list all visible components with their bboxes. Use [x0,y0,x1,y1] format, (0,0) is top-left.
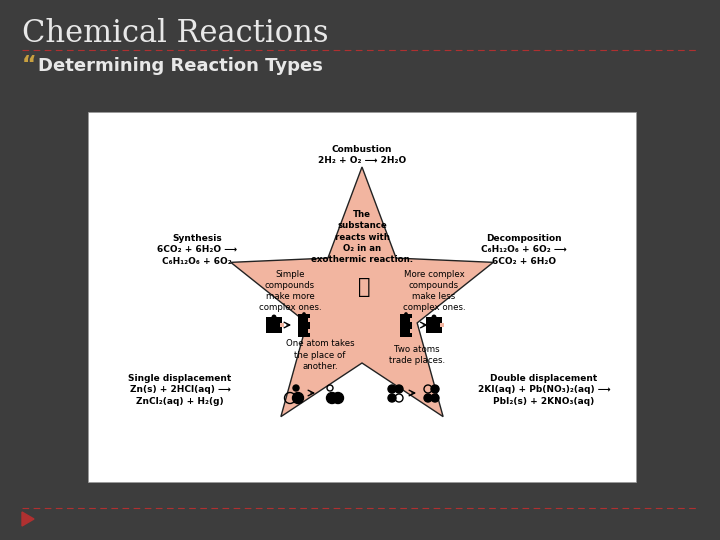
Text: One atom takes
the place of
another.: One atom takes the place of another. [286,340,354,370]
Text: Two atoms
trade places.: Two atoms trade places. [389,345,445,365]
Bar [400,325,412,337]
Circle shape [424,394,432,402]
Polygon shape [22,512,34,526]
Circle shape [388,394,396,402]
Text: Simple
compounds
make more
complex ones.: Simple compounds make more complex ones. [258,270,321,312]
Text: Chemical Reactions: Chemical Reactions [22,18,328,49]
Text: Decomposition
C₆H₁₂O₆ + 6O₂ ⟶
6CO₂ + 6H₂O: Decomposition C₆H₁₂O₆ + 6O₂ ⟶ 6CO₂ + 6H₂… [481,234,567,266]
Text: Single displacement
Zn(s) + 2HCl(aq) ⟶
ZnCl₂(aq) + H₂(g): Single displacement Zn(s) + 2HCl(aq) ⟶ Z… [128,374,232,406]
Circle shape [431,385,439,393]
Bar [298,314,310,326]
Bar [440,323,444,327]
Circle shape [326,393,338,403]
Circle shape [293,385,299,391]
Circle shape [271,314,276,320]
Circle shape [292,393,304,403]
Polygon shape [230,167,493,417]
Circle shape [388,385,396,393]
Text: Combustion
2H₂ + O₂ ⟶ 2H₂O: Combustion 2H₂ + O₂ ⟶ 2H₂O [318,145,406,165]
Circle shape [404,323,408,327]
Circle shape [333,393,343,403]
Bar [410,329,414,333]
Circle shape [431,314,436,320]
Text: 🔥: 🔥 [358,277,370,297]
Bar [410,318,414,322]
Circle shape [395,385,403,393]
Bar [308,329,312,333]
Text: Synthesis
6CO₂ + 6H₂O ⟶
C₆H₁₂O₆ + 6O₂: Synthesis 6CO₂ + 6H₂O ⟶ C₆H₁₂O₆ + 6O₂ [157,234,237,266]
Text: “: “ [22,55,37,75]
Bar [400,314,412,326]
Text: More complex
compounds
make less
complex ones.: More complex compounds make less complex… [402,270,465,312]
Bar [298,325,310,337]
Bar [308,318,312,322]
Bar [266,317,282,333]
FancyBboxPatch shape [88,112,636,482]
Circle shape [302,323,306,327]
Circle shape [302,312,306,316]
Text: Determining Reaction Types: Determining Reaction Types [38,57,323,75]
Text: The
substance
reacts with
O₂ in an
exothermic reaction.: The substance reacts with O₂ in an exoth… [311,210,413,264]
Bar [426,317,442,333]
Circle shape [431,394,439,402]
Bar [280,323,284,327]
Text: Double displacement
2KI(aq) + Pb(NO₃)₂(aq) ⟶
PbI₂(s) + 2KNO₃(aq): Double displacement 2KI(aq) + Pb(NO₃)₂(a… [477,374,611,406]
Circle shape [404,312,408,316]
